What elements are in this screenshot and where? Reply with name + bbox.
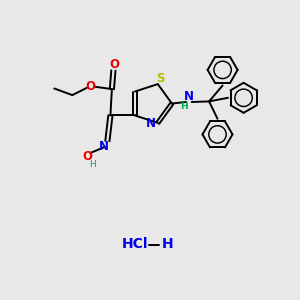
Text: HCl: HCl xyxy=(122,238,148,251)
Text: N: N xyxy=(146,117,156,130)
Text: O: O xyxy=(82,150,93,163)
Text: S: S xyxy=(156,72,164,85)
Text: O: O xyxy=(110,58,120,71)
Text: H: H xyxy=(180,102,188,111)
Text: N: N xyxy=(99,140,109,153)
Text: H: H xyxy=(162,238,174,251)
Text: O: O xyxy=(85,80,95,93)
Text: N: N xyxy=(184,90,194,104)
Text: H: H xyxy=(89,160,96,169)
